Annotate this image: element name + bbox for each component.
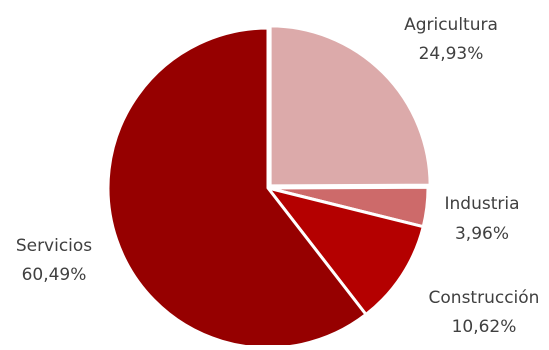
slice-value-servicios: 60,49% <box>22 265 87 285</box>
pie-slice-construccion <box>266 186 425 316</box>
slice-label-servicios: Servicios <box>16 236 92 256</box>
slices-layer <box>106 24 432 350</box>
pie-slice-agricultura <box>268 24 432 188</box>
slice-value-agricultura: 24,93% <box>419 44 484 64</box>
labels-layer: Agricultura 24,93% Industria 3,96% Construcc… <box>16 15 540 337</box>
slice-label-industria: Industria <box>444 194 519 214</box>
slice-value-industria: 3,96% <box>455 224 509 244</box>
slice-value-construccion: 10,62% <box>452 317 517 337</box>
slice-label-construccion: Construcción <box>429 288 540 308</box>
slice-label-agricultura: Agricultura <box>404 15 498 35</box>
